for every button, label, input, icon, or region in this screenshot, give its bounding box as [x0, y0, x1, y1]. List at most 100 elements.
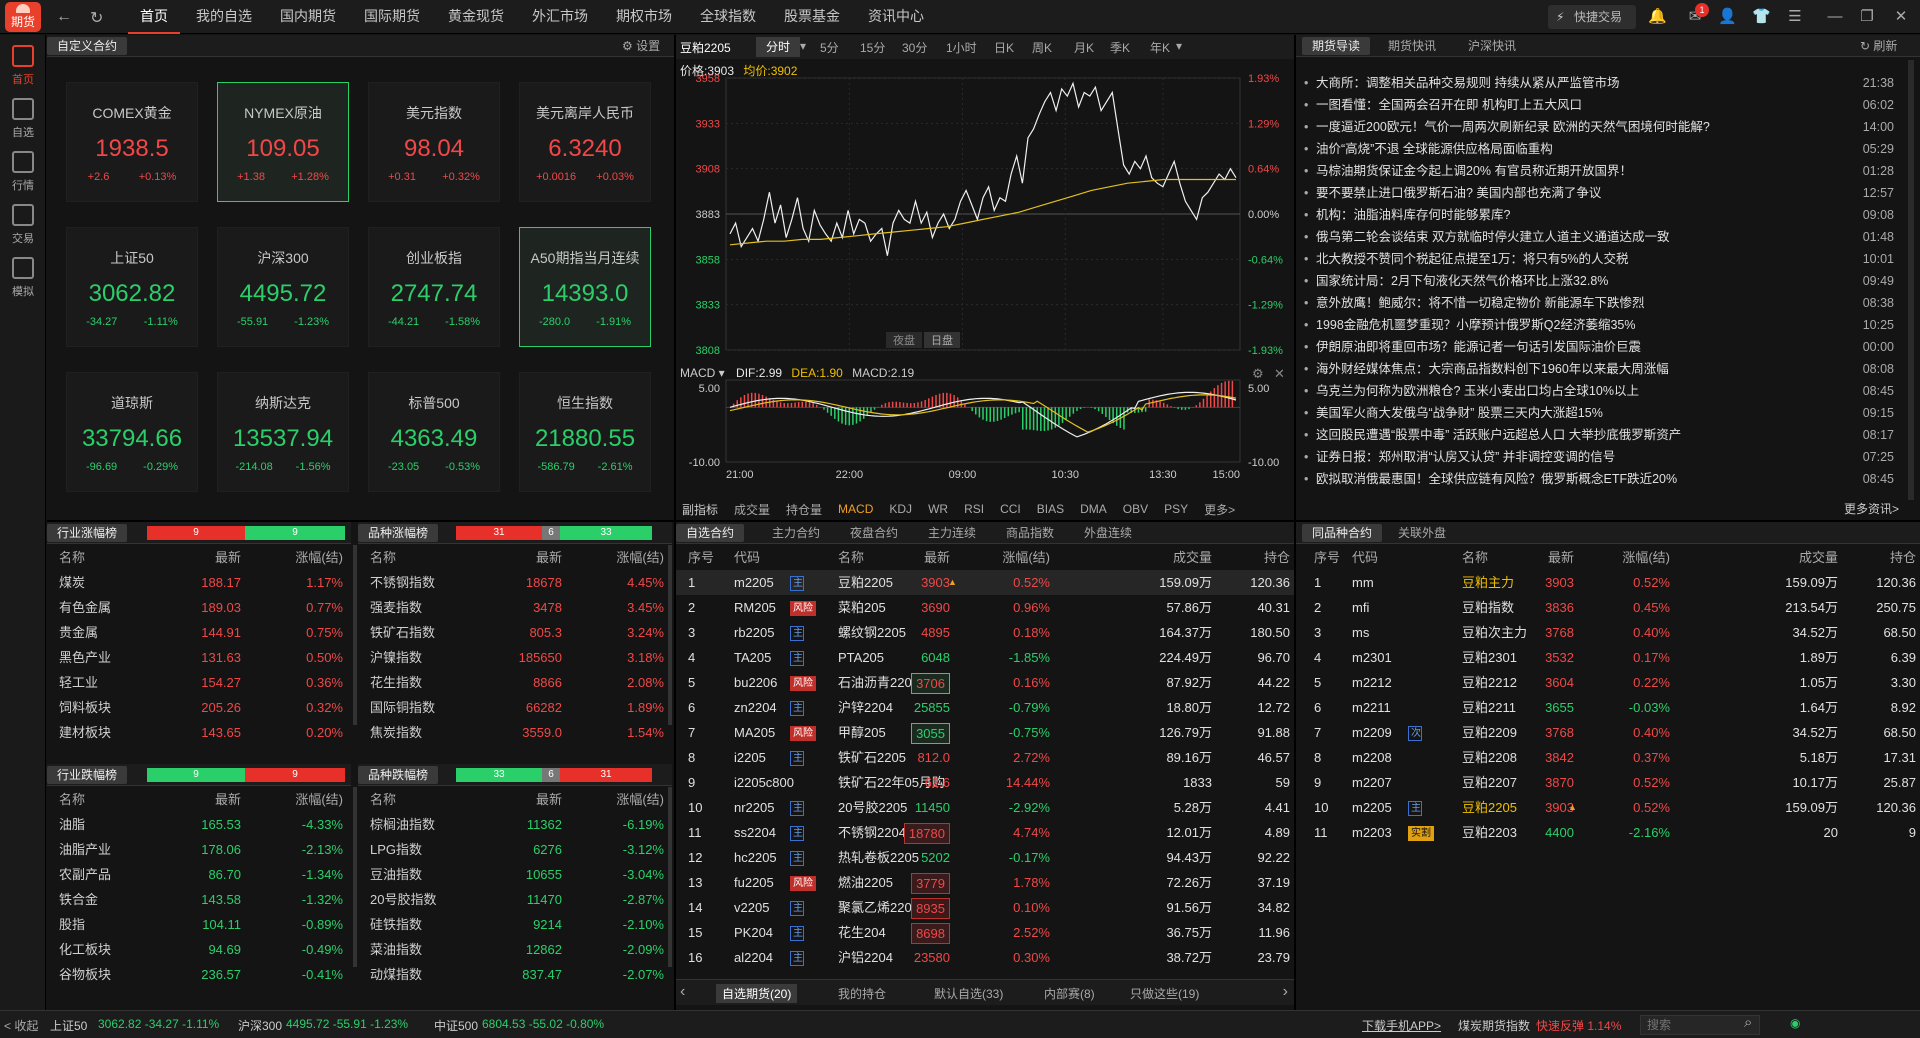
news-item[interactable]: 美国军火商大发俄乌“战争财” 股票三天内大涨超15% 09:15 [1302, 402, 1898, 424]
table-row[interactable]: 9 i2205c800 铁矿石22年05月购 62.6 14.44% 1833 59 [676, 770, 1294, 795]
table-row[interactable]: 16 al2204 沪铝2204 23580 0.30% 38.72万 23.79 主 [676, 945, 1294, 970]
quote-card[interactable]: 美元指数 98.04 +0.31 +0.32% [368, 82, 500, 202]
quick-trade-button[interactable]: ⚡ 快捷交易 [1548, 5, 1636, 29]
indicator-tab[interactable]: RSI [964, 502, 985, 516]
table-row[interactable]: 13 fu2205 燃油2205 3779 1.78% 72.26万 37.19 风险 [676, 870, 1294, 895]
quote-card[interactable]: COMEX黄金 1938.5 +2.6 +0.13% [66, 82, 198, 202]
close-icon[interactable]: ✕ [1274, 366, 1285, 381]
table-row[interactable]: 建材板块 143.65 0.20% [47, 720, 351, 742]
watchlist-group-tab[interactable]: 内部赛(8) [1044, 987, 1095, 1001]
nav-tab-6[interactable]: 期权市场 [616, 8, 672, 24]
table-row[interactable]: 6 m2211 豆粕2211 3655 -0.03% 1.64万 8.92 [1296, 695, 1920, 720]
night-session-button[interactable] [886, 332, 922, 348]
chevron-left-icon[interactable]: ‹ [680, 983, 686, 1000]
column-header[interactable]: 代码 [734, 550, 761, 565]
ind_down-title[interactable]: 行业跌幅榜 [47, 766, 128, 784]
watch-tab[interactable]: 主力合约 [772, 526, 821, 540]
watchlist-group-tab[interactable]: 自选期货(20) [716, 984, 798, 1003]
table-row[interactable]: 沪镍指数 185650 3.18% [358, 645, 672, 670]
table-row[interactable]: 黑色产业 131.63 0.50% [47, 645, 351, 670]
column-header[interactable]: 成交量 [1172, 550, 1212, 565]
table-row[interactable]: 油脂 165.53 -4.33% [47, 812, 351, 837]
table-row[interactable]: 动煤指数 837.47 -2.07% [358, 962, 672, 984]
quote-card[interactable]: 美元离岸人民币 6.3240 +0.0016 +0.03% [519, 82, 651, 202]
column-header[interactable]: 持仓 [1889, 550, 1916, 565]
watch-tab[interactable]: 自选合约 [676, 524, 745, 542]
news-item[interactable]: 一图看懂：全国两会召开在即 机构盯上五大风口 06:02 [1302, 94, 1898, 116]
timeframe-tab[interactable]: 30分 [902, 41, 928, 55]
shirt-icon[interactable]: 👕 [1752, 8, 1771, 25]
news-item[interactable]: 意外放鹰！鲍威尔：将不惜一切稳定物价 新能源车下跌惨烈 08:38 [1302, 292, 1898, 314]
column-header[interactable]: 涨幅(结) [295, 550, 343, 565]
indicator-tab[interactable]: KDJ [889, 502, 913, 516]
indicator-tab[interactable]: MACD [838, 502, 874, 516]
restore-icon[interactable]: ❐ [1860, 8, 1874, 25]
table-row[interactable]: 14 v2205 聚氯乙烯2205 8935 0.10% 91.56万 34.82 主 [676, 895, 1294, 920]
table-row[interactable]: 花生指数 8866 2.08% [358, 670, 672, 695]
same-variety-tab[interactable]: 关联外盘 [1398, 526, 1447, 540]
indicator-tab[interactable]: BIAS [1036, 502, 1065, 516]
nav-tab-0[interactable]: 首页 [128, 0, 180, 34]
indicator-tab[interactable]: 更多> [1204, 502, 1236, 517]
table-row[interactable]: 轻工业 154.27 0.36% [47, 670, 351, 695]
quote-card[interactable]: 标普500 4363.49 -23.05 -0.53% [368, 372, 500, 492]
table-row[interactable]: 菜油指数 12862 -2.09% [358, 937, 672, 962]
news-tab[interactable]: 期货快讯 [1388, 39, 1437, 53]
table-row[interactable]: 有色金属 189.03 0.77% [47, 595, 351, 620]
column-header[interactable]: 涨幅(结) [1002, 550, 1050, 565]
quote-card[interactable]: 创业板指 2747.74 -44.21 -1.58% [368, 227, 500, 347]
news-item[interactable]: 欧拟取消俄最惠国！全球供应链有风险？俄罗斯概念ETF跌近20% 08:45 [1302, 468, 1898, 490]
table-row[interactable]: 4 TA205 PTA205 6048 -1.85% 224.49万 96.70 主 [676, 645, 1294, 670]
tab-custom-contracts[interactable]: 自定义合约 [47, 37, 128, 55]
news-item[interactable]: 北大教授不赞同个税起征点提至1万：将只有5%的人交税 10:01 [1302, 248, 1898, 270]
sidebar-item-3[interactable]: 交易 [0, 204, 46, 246]
column-header[interactable]: 名称 [370, 550, 397, 565]
scrollbar[interactable] [353, 545, 357, 725]
indicator-tab[interactable]: WR [928, 502, 949, 516]
column-header[interactable]: 持仓 [1263, 550, 1290, 565]
table-row[interactable]: 8 i2205 铁矿石2205 812.0 2.72% 89.16万 46.57 主 [676, 745, 1294, 770]
minimize-icon[interactable]: — [1827, 8, 1843, 25]
scrollbar[interactable] [668, 787, 672, 967]
watchlist-group-tab[interactable]: 我的持仓 [838, 987, 887, 1001]
quote-card[interactable]: 沪深300 4495.72 -55.91 -1.23% [217, 227, 349, 347]
column-header[interactable]: 最新 [535, 792, 562, 807]
column-header[interactable]: 名称 [370, 792, 397, 807]
column-header[interactable]: 涨幅(结) [616, 792, 664, 807]
table-row[interactable]: 5 m2212 豆粕2212 3604 0.22% 1.05万 3.30 [1296, 670, 1920, 695]
table-row[interactable]: 1 mm 豆粕主力 3903 0.52% 159.09万 120.36 [1296, 570, 1920, 595]
sidebar-item-0[interactable]: 首页 [0, 45, 46, 87]
nav-tab-8[interactable]: 股票基金 [784, 8, 840, 24]
watch-tab[interactable]: 夜盘合约 [850, 526, 899, 540]
sidebar-item-2[interactable]: 行情 [0, 151, 46, 193]
timeframe-tab[interactable]: 年K [1150, 41, 1171, 55]
timeframe-tab[interactable]: 分时 [756, 37, 801, 57]
table-row[interactable]: 豆油指数 10655 -3.04% [358, 862, 672, 887]
scrollbar[interactable] [668, 545, 672, 725]
status-index-name[interactable]: 中证500 [434, 1019, 479, 1033]
news-item[interactable]: 大商所：调整相关品种交易规则 持续从紧从严监管市场 21:38 [1302, 72, 1898, 94]
column-header[interactable]: 序号 [688, 550, 715, 565]
quote-card[interactable]: 道琼斯 33794.66 -96.69 -0.29% [66, 372, 198, 492]
table-row[interactable]: 6 zn2204 沪锌2204 25855 -0.79% 18.80万 12.72 主 [676, 695, 1294, 720]
news-tab[interactable]: 期货导读 [1302, 37, 1371, 55]
table-row[interactable]: 强麦指数 3478 3.45% [358, 595, 672, 620]
column-header[interactable]: 最新 [214, 792, 241, 807]
watchlist-group-tab[interactable]: 默认自选(33) [934, 987, 1004, 1001]
quote-card[interactable]: 上证50 3062.82 -34.27 -1.11% [66, 227, 198, 347]
nav-tab-5[interactable]: 外汇市场 [532, 8, 588, 24]
table-row[interactable]: 棕榈油指数 11362 -6.19% [358, 812, 672, 837]
column-header[interactable]: 涨幅(结) [1622, 550, 1670, 565]
timeframe-tab[interactable]: 1小时 [946, 41, 977, 55]
table-row[interactable]: 8 m2208 豆粕2208 3842 0.37% 5.18万 17.31 [1296, 745, 1920, 770]
table-row[interactable]: 铁合金 143.58 -1.32% [47, 887, 351, 912]
table-row[interactable]: 20号胶指数 11470 -2.87% [358, 887, 672, 912]
column-header[interactable]: 名称 [59, 550, 86, 565]
column-header[interactable]: 名称 [1462, 550, 1489, 565]
refresh-button[interactable]: ↻ 刷新 [1860, 38, 1897, 54]
table-row[interactable]: 化工板块 94.69 -0.49% [47, 937, 351, 962]
table-row[interactable]: 9 m2207 豆粕2207 3870 0.52% 10.17万 25.87 [1296, 770, 1920, 795]
status-index-name[interactable]: 沪深300 [238, 1019, 283, 1033]
indicator-tab[interactable]: 成交量 [734, 502, 771, 517]
same-variety-tab[interactable]: 同品种合约 [1302, 524, 1383, 542]
